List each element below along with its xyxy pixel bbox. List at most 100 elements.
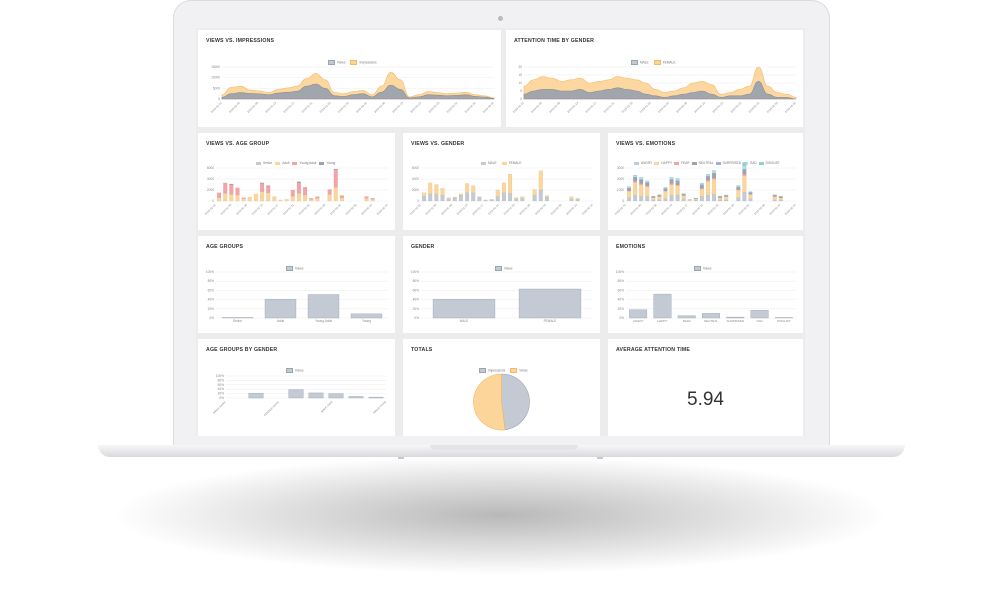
bar-segment-male — [477, 197, 482, 202]
legend-item-views[interactable]: Views — [286, 368, 303, 373]
bar-segment-young — [296, 181, 301, 184]
legend-label: Views — [504, 266, 513, 271]
pie-slice-views — [473, 373, 506, 431]
bar-segment-sad — [633, 175, 638, 178]
legend-label: FEMALE — [662, 60, 676, 65]
y-tick-label: 2000 — [412, 188, 419, 192]
legend-item-fear[interactable]: FEAR — [674, 161, 690, 165]
x-tick-label: 2019-01-29 — [639, 101, 652, 114]
bar-segment-happy — [681, 195, 686, 199]
bar-segment-adult — [266, 192, 271, 202]
y-tick-label: 6000 — [412, 166, 419, 170]
bar-segment-angry — [645, 196, 650, 202]
bar-young — [350, 313, 383, 319]
bar-segment-sad — [742, 165, 747, 170]
bar-segment-happy — [705, 181, 710, 196]
bar-segment-sad — [705, 174, 710, 177]
bar-segment-female — [532, 189, 537, 196]
bar-segment-happy — [742, 175, 747, 193]
bar-segment-young-adult — [223, 182, 228, 194]
x-tick-label: 2019-01-05 — [219, 203, 232, 216]
bar-segment-happy — [663, 190, 668, 199]
legend-label: Impressions — [488, 368, 506, 373]
x-tick-label: FEAR — [683, 319, 692, 323]
bar-female-young-adult — [328, 393, 344, 399]
bar-segment-happy — [772, 196, 777, 201]
bar-segment-male — [440, 195, 445, 202]
bar-segment-female — [538, 170, 543, 191]
bar-segment-male — [538, 189, 543, 202]
x-tick-label: 2019-01-01 — [512, 101, 525, 114]
chart-legend: MALE FEMALE — [481, 161, 521, 165]
legend-item-young-adult[interactable]: Young Adult — [292, 161, 316, 165]
x-tick-label: 2019-01-13 — [456, 203, 469, 216]
legend-item-views[interactable]: Views — [495, 266, 512, 271]
legend-item-senior[interactable]: Senior — [256, 161, 272, 165]
y-tick-label: 40% — [208, 298, 215, 302]
y-tick-label: 40% — [618, 298, 625, 302]
legend-item-impressions[interactable]: Impressions — [350, 60, 377, 65]
bar-segment-happy — [718, 197, 723, 201]
legend-item-views[interactable]: Views — [286, 266, 303, 271]
panel-average-attention-time: AVERAGE ATTENTION TIME 5.94 — [608, 339, 803, 436]
y-tick-label: 0 — [212, 199, 214, 203]
x-tick-label: 2019-02-14 — [409, 101, 422, 114]
legend-label: FEAR — [681, 161, 690, 165]
x-tick-label: Young — [362, 319, 371, 323]
legend-item-disgust[interactable]: DISGUST — [758, 161, 780, 165]
x-tick-label: 2019-02-02 — [737, 203, 750, 216]
bar-segment-male — [483, 199, 488, 202]
legend-item-surprised[interactable]: SURPRISED — [715, 161, 741, 165]
legend-item-adult[interactable]: Adult — [275, 161, 289, 165]
x-tick-label: 2019-01-21 — [300, 101, 313, 114]
bar-segment-happy — [778, 197, 783, 201]
legend-label: Young Adult — [299, 161, 317, 165]
bar-segment-angry — [693, 199, 698, 202]
legend-label: MALE — [488, 161, 497, 165]
legend-item-young[interactable]: Young — [319, 161, 335, 165]
bar-segment-angry — [742, 192, 747, 202]
y-tick-label: 100% — [616, 270, 624, 274]
legend-item-male[interactable]: MALE — [481, 161, 497, 165]
bar-segment-adult — [241, 198, 246, 202]
legend-label: Impressions — [359, 60, 377, 65]
bar-segment-neutral — [712, 173, 717, 179]
y-tick-label: 20% — [618, 307, 625, 311]
x-tick-label: 2019-02-02 — [329, 203, 342, 216]
bar-segment-young-adult — [266, 186, 271, 193]
x-tick-label: 2019-02-06 — [675, 101, 688, 114]
bar-segment-surprised — [712, 172, 717, 175]
bar-segment-neutral — [645, 182, 650, 186]
legend-item-views[interactable]: Views — [510, 368, 528, 373]
x-tick-label: 2019-02-06 — [753, 203, 766, 216]
legend-item-views[interactable]: Views — [328, 60, 345, 65]
bar-segment-adult — [223, 193, 228, 202]
y-tick-label: 20% — [218, 392, 225, 396]
bar-segment-fear — [675, 184, 680, 186]
x-tick-label: 2019-02-02 — [534, 203, 547, 216]
panel-title: VIEWS VS. EMOTIONS — [616, 141, 676, 147]
bar-neutral — [702, 313, 720, 319]
y-tick-label: 20 — [518, 65, 522, 69]
bar-fear — [677, 315, 696, 319]
legend-item-impressions[interactable]: Impressions — [479, 368, 505, 373]
legend-item-female[interactable]: FEMALE — [501, 161, 521, 165]
bar-segment-happy — [724, 196, 729, 201]
bar-segment-fear — [669, 183, 674, 185]
bar-male-young — [348, 396, 364, 399]
legend-item-male[interactable]: MALE — [631, 60, 649, 65]
y-tick-label: 5000 — [213, 86, 220, 90]
legend-item-female[interactable]: FEMALE — [653, 60, 676, 65]
y-tick-label: 5 — [520, 89, 522, 93]
y-tick-label: 15000 — [211, 65, 220, 69]
x-tick-label: SAD — [756, 319, 763, 323]
bar-segment-young-adult — [339, 195, 344, 198]
legend-item-neutral[interactable]: NEUTRAL — [691, 161, 714, 165]
legend-item-happy[interactable]: HAPPY — [654, 161, 672, 165]
panel-title: AVERAGE ATTENTION TIME — [616, 347, 691, 353]
bar-segment-male — [434, 194, 439, 202]
legend-item-angry[interactable]: ANGRY — [634, 161, 652, 165]
x-tick-label: 2019-01-25 — [319, 101, 332, 114]
bar-segment-happy — [633, 182, 638, 196]
legend-item-views[interactable]: Views — [694, 266, 711, 271]
